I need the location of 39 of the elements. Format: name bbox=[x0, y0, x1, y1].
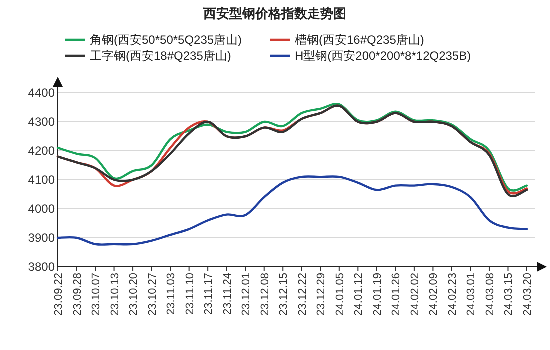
x-tick-label: 23.10.07 bbox=[90, 273, 103, 316]
y-tick-label: 4000 bbox=[28, 202, 56, 216]
x-tick-label: 24.01.05 bbox=[334, 273, 346, 316]
x-tick-label: 24.02.09 bbox=[428, 273, 440, 316]
x-tick-label: 23.12.01 bbox=[240, 273, 253, 316]
y-tick-label: 4300 bbox=[28, 115, 56, 129]
x-tick-label: 24.01.26 bbox=[390, 273, 403, 316]
x-tick-label: 23.12.29 bbox=[316, 273, 328, 316]
x-tick-label: 23.12.08 bbox=[259, 273, 272, 316]
y-tick-label: 3800 bbox=[28, 260, 56, 274]
x-tick-label: 24.01.12 bbox=[353, 273, 366, 316]
x-tick-label: 23.10.20 bbox=[128, 273, 140, 316]
x-tick-label: 23.12.22 bbox=[296, 273, 309, 316]
x-tick-label: 24.03.15 bbox=[503, 273, 516, 316]
x-tick-label: 24.03.08 bbox=[484, 273, 496, 316]
legend-label: 角钢(西安50*50*5Q235唐山) bbox=[90, 33, 242, 47]
x-tick-label: 23.11.10 bbox=[184, 273, 196, 316]
y-tick-label: 4100 bbox=[28, 173, 56, 187]
legend-label: 工字钢(西安18#Q235唐山) bbox=[90, 49, 232, 63]
x-tick-label: 23.10.27 bbox=[146, 273, 159, 316]
line-series bbox=[56, 176, 528, 246]
y-tick-label: 4400 bbox=[28, 86, 56, 100]
x-tick-label: 23.11.24 bbox=[222, 273, 234, 316]
x-tick-label: 24.01.19 bbox=[372, 273, 384, 316]
chart-title: 西安型钢价格指数走势图 bbox=[202, 6, 346, 21]
x-tick-label: 24.02.23 bbox=[446, 273, 459, 316]
legend-label: 槽钢(西安16#Q235唐山) bbox=[295, 33, 424, 47]
x-tick-label: 23.11.17 bbox=[203, 273, 216, 316]
y-tick-label: 3900 bbox=[28, 231, 56, 245]
x-tick-label: 24.03.20 bbox=[522, 273, 534, 316]
x-tick-label: 23.09.22 bbox=[53, 273, 65, 316]
x-tick-label: 23.12.15 bbox=[278, 273, 290, 316]
x-tick-label: 23.09.28 bbox=[72, 273, 84, 316]
y-tick-label: 4200 bbox=[28, 144, 56, 158]
x-tick-label: 24.03.01 bbox=[466, 273, 478, 316]
x-tick-label: 24.02.02 bbox=[409, 273, 422, 316]
x-tick-label: 23.11.03 bbox=[166, 273, 178, 316]
x-tick-label: 23.10.13 bbox=[109, 273, 122, 316]
legend-label: H型钢(西安200*200*8*12Q235B) bbox=[295, 49, 472, 63]
